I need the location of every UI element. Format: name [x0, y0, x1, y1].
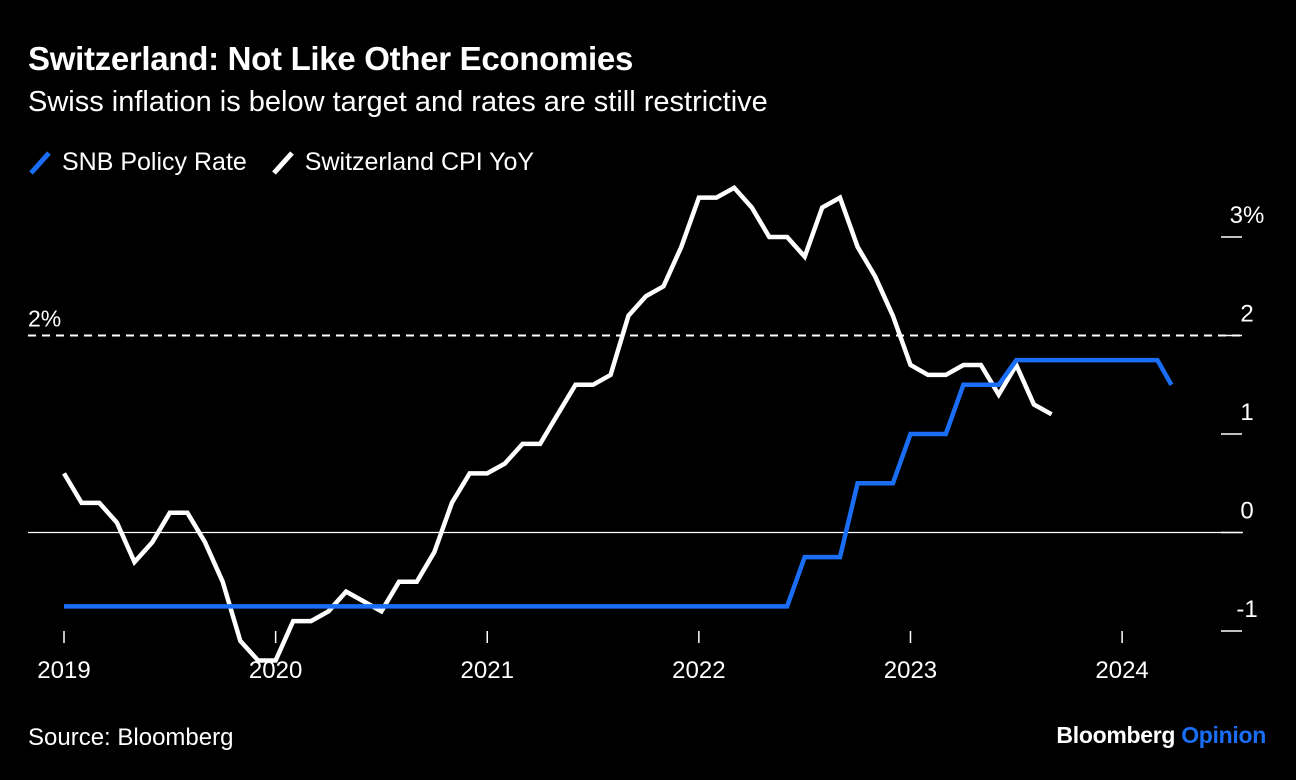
cpi-line: [62, 184, 1053, 663]
chart-title: Switzerland: Not Like Other Economies: [28, 40, 634, 77]
brand-main: Bloomberg: [1056, 722, 1176, 748]
x-tick-label: 2023: [884, 657, 937, 684]
legend-item-cpi: Switzerland CPI YoY: [271, 148, 534, 177]
brand-accent: Opinion: [1181, 722, 1266, 748]
legend-item-policy-rate: SNB Policy Rate: [28, 148, 247, 177]
legend-label-policy-rate: SNB Policy Rate: [62, 148, 247, 176]
chart-subtitle: Swiss inflation is below target and rate…: [28, 86, 768, 118]
legend-swatch-cpi: [271, 150, 294, 175]
x-tick-label: 2021: [461, 657, 514, 684]
y-tick-label: -1: [1236, 596, 1257, 623]
y-tick-label: 1: [1240, 399, 1253, 426]
y-tick-label: 0: [1240, 498, 1253, 525]
source-note: Source: Bloomberg: [28, 724, 234, 751]
y-tick-label: 3%: [1230, 202, 1265, 229]
legend: SNB Policy Rate Switzerland CPI YoY: [28, 148, 558, 177]
x-tick-label: 2019: [37, 657, 90, 684]
legend-swatch-policy-rate: [29, 150, 51, 175]
brand-logo: Bloomberg Opinion: [1056, 722, 1266, 749]
policy-rate-line: [64, 357, 1174, 609]
x-tick-label: 2024: [1095, 657, 1148, 684]
x-tick-label: 2022: [672, 657, 725, 684]
y-tick-label: 2: [1240, 301, 1253, 328]
legend-label-cpi: Switzerland CPI YoY: [304, 148, 535, 176]
inflation-target-label: 2%: [28, 306, 61, 332]
